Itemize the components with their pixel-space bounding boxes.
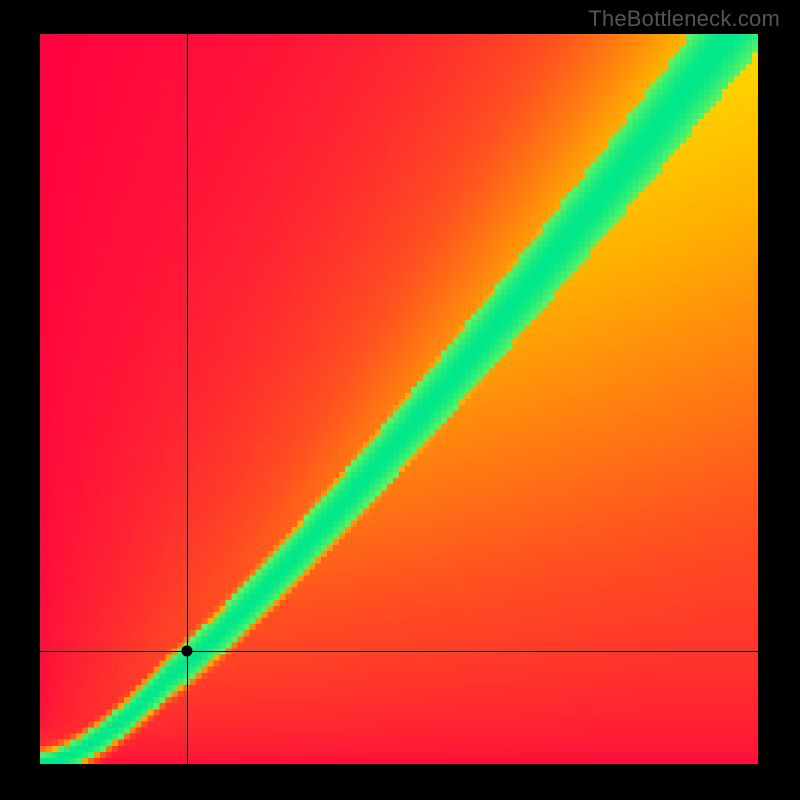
heatmap-canvas [40,34,758,764]
heatmap-plot [40,34,758,764]
watermark-text: TheBottleneck.com [588,6,780,32]
crosshair-dot [182,645,193,656]
chart-container: TheBottleneck.com [0,0,800,800]
crosshair-horizontal [40,651,758,652]
